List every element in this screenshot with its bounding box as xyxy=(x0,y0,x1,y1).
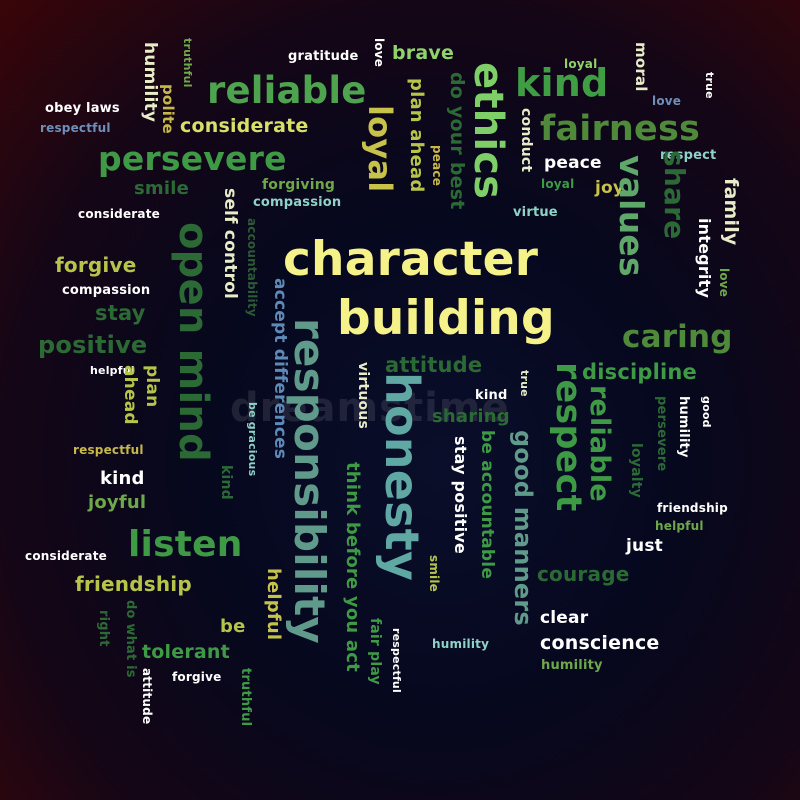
word: true xyxy=(703,72,716,99)
word: caring xyxy=(622,319,733,355)
word: smile xyxy=(427,555,441,593)
word: character xyxy=(283,232,539,287)
word: open mind xyxy=(170,222,216,462)
word: honesty xyxy=(375,372,429,582)
word: humility xyxy=(432,637,490,651)
word: just xyxy=(626,536,663,556)
word: loyalty xyxy=(628,443,644,499)
word: brave xyxy=(392,42,455,64)
word: values xyxy=(612,155,651,277)
word: building xyxy=(337,291,555,346)
word: ahead xyxy=(120,365,140,425)
word: friendship xyxy=(75,572,192,596)
word: attitude xyxy=(385,353,483,377)
word: conscience xyxy=(540,632,660,654)
word: forgive xyxy=(55,253,137,277)
word: smile xyxy=(134,178,190,199)
word: truthful xyxy=(181,38,194,88)
word: clear xyxy=(540,608,589,628)
word: sharing xyxy=(432,406,510,427)
word: humility xyxy=(140,42,160,123)
word: humility xyxy=(541,658,603,673)
word: stay positive xyxy=(451,436,470,554)
word: be accountable xyxy=(477,430,497,580)
word: virtuous xyxy=(355,362,371,430)
word: share xyxy=(658,150,691,240)
word: gratitude xyxy=(288,49,359,64)
word: discipline xyxy=(582,360,697,384)
word: respectful xyxy=(40,121,111,135)
word: polite xyxy=(159,84,177,134)
word: love xyxy=(372,38,386,68)
word: kind xyxy=(475,388,508,403)
word: do your best xyxy=(446,72,468,210)
word: reliable xyxy=(207,69,367,112)
word: humility xyxy=(676,396,691,458)
word: conduct xyxy=(518,108,534,173)
word: compassion xyxy=(253,195,342,210)
word: peace xyxy=(544,153,602,173)
word: compassion xyxy=(62,283,151,298)
word: joy xyxy=(595,178,625,198)
word: considerate xyxy=(25,549,107,563)
word: forgiving xyxy=(262,177,336,193)
word: fair play xyxy=(367,618,383,685)
word: persevere xyxy=(654,396,669,472)
word: good manners xyxy=(509,430,537,626)
word: love xyxy=(717,268,731,298)
word: attitude xyxy=(140,668,154,725)
word: fairness xyxy=(540,109,701,149)
word: joyful xyxy=(88,492,147,513)
word: be gracious xyxy=(246,402,259,477)
word: stay xyxy=(95,301,146,325)
watermark: dreamstime xyxy=(230,385,510,431)
word: kind xyxy=(515,61,609,105)
word: courage xyxy=(537,562,630,586)
word: helpful xyxy=(90,364,135,377)
word: tolerant xyxy=(142,641,230,663)
word: forgive xyxy=(172,670,222,684)
word: respectful xyxy=(73,443,144,457)
word: plan ahead xyxy=(406,78,427,193)
word: friendship xyxy=(657,501,728,515)
word: loyal xyxy=(564,57,598,71)
word: obey laws xyxy=(45,101,120,116)
word: truthful xyxy=(238,668,253,727)
word: considerate xyxy=(78,207,160,221)
word: helpful xyxy=(263,568,284,641)
word: listen xyxy=(128,524,243,565)
word: respect xyxy=(548,362,588,512)
word: moral xyxy=(632,42,650,92)
word: ethics xyxy=(465,62,511,200)
word: kind xyxy=(100,468,145,489)
word: respectful xyxy=(390,628,403,693)
word: positive xyxy=(38,331,148,359)
word: be xyxy=(220,616,246,637)
word: think before you act xyxy=(342,462,363,672)
word: considerate xyxy=(180,115,309,137)
word: right xyxy=(96,610,111,647)
word: helpful xyxy=(655,519,704,533)
word: loyal xyxy=(541,177,575,191)
word: kind xyxy=(218,465,234,500)
word: loyal xyxy=(361,105,399,193)
word: responsibility xyxy=(285,318,334,644)
word: peace xyxy=(430,145,444,187)
word: integrity xyxy=(695,218,714,299)
word: reliable xyxy=(584,385,615,502)
word: do what is xyxy=(123,600,138,678)
word: virtue xyxy=(513,205,558,220)
word: plan xyxy=(142,365,162,408)
word: persevere xyxy=(98,139,287,178)
word: respect xyxy=(660,148,717,163)
word: family xyxy=(720,178,742,246)
word: love xyxy=(652,94,682,108)
word: self control xyxy=(220,188,240,300)
word: true xyxy=(518,370,531,397)
word: good xyxy=(700,396,713,428)
word: accountability xyxy=(245,218,259,317)
